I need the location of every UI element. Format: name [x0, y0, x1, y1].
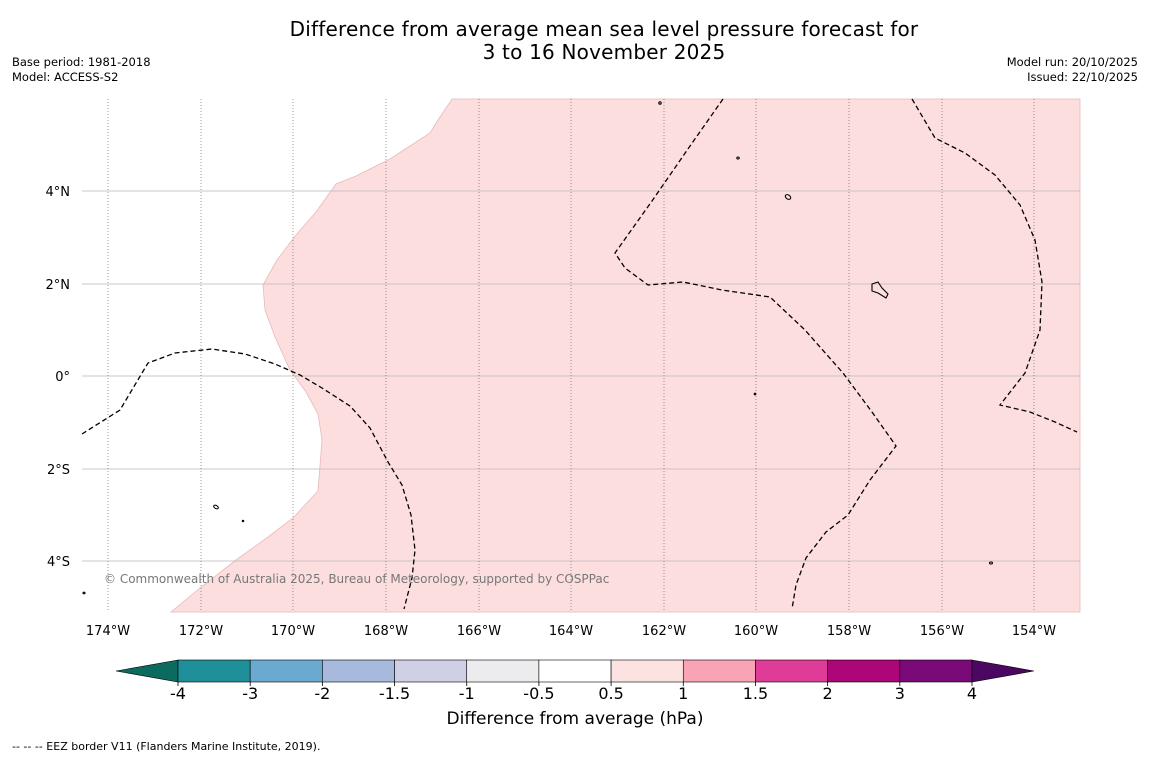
island-5 [753, 392, 757, 396]
issued-date: Issued: 22/10/2025 [1027, 70, 1138, 84]
colorbar-bin [538, 659, 612, 683]
colorbar-bin [755, 659, 828, 683]
colorbar-bin [322, 659, 395, 683]
colorbar-label: Difference from average (hPa) [446, 709, 704, 729]
title-line-1: Difference from average mean sea level p… [289, 17, 919, 41]
colorbar-tick-label: -1 [459, 684, 475, 703]
eez-border-west [81, 348, 416, 610]
colorbar-tick-label: -0.5 [523, 684, 554, 703]
colorbar-bin [610, 659, 684, 683]
lat-label-2s: 2°S [47, 463, 70, 478]
positive-anomaly-region [169, 98, 1081, 613]
base-period: Base period: 1981-2018 [12, 55, 151, 69]
model-run: Model run: 20/10/2025 [1006, 55, 1138, 69]
colorbar-bin [249, 659, 323, 683]
lon-label-170w: 170°W [271, 624, 315, 639]
longitude-labels: 174°W 172°W 170°W 168°W 166°W 164°W 162°… [86, 624, 1056, 639]
lon-label-160w: 160°W [734, 624, 778, 639]
lon-label-166w: 166°W [457, 624, 501, 639]
lat-label-equator: 0° [55, 370, 70, 385]
lon-label-158w: 158°W [827, 624, 871, 639]
colorbar-bin [177, 659, 251, 683]
island-1 [658, 101, 662, 105]
colorbar-bin [466, 659, 540, 683]
island-3 [784, 194, 792, 200]
eez-border-east [911, 98, 1078, 433]
island-2 [736, 156, 740, 160]
meta-left: Base period: 1981-2018 Model: ACCESS-S2 [12, 55, 151, 85]
copyright-credit: © Commonwealth of Australia 2025, Bureau… [104, 572, 610, 586]
lon-label-174w: 174°W [86, 624, 130, 639]
island-8 [988, 561, 994, 565]
lon-label-156w: 156°W [920, 624, 964, 639]
colorbar-tick-label: -3 [242, 684, 258, 703]
latitude-gridlines [82, 190, 1080, 562]
island-7 [241, 519, 245, 523]
eez-border-central [614, 98, 897, 610]
meta-right: Model run: 20/10/2025 Issued: 22/10/2025 [1007, 55, 1138, 85]
colorbar-tick-label: 2 [823, 684, 833, 703]
colorbar-extend-high [971, 659, 1035, 683]
lon-label-164w: 164°W [549, 624, 593, 639]
lon-label-172w: 172°W [179, 624, 223, 639]
islands [82, 101, 994, 595]
lon-label-168w: 168°W [364, 624, 408, 639]
colorbar-bin [394, 659, 468, 683]
lat-label-4s: 4°S [47, 555, 70, 570]
model-name: Model: ACCESS-S2 [12, 70, 119, 84]
title-line-2: 3 to 16 November 2025 [482, 40, 726, 64]
chart-title: Difference from average mean sea level p… [0, 18, 1150, 64]
colorbar-tick-label: -4 [170, 684, 186, 703]
colorbar-tick-label: 1 [678, 684, 688, 703]
colorbar-tick-label: 0.5 [598, 684, 623, 703]
colorbar-tick-label: -2 [314, 684, 330, 703]
eez-footnote: -- -- -- EEZ border V11 (Flanders Marine… [12, 740, 321, 753]
colorbar-extend-low [115, 659, 179, 683]
lon-label-162w: 162°W [642, 624, 686, 639]
colorbar-bin [682, 659, 756, 683]
lat-label-2n: 2°N [46, 278, 71, 293]
colorbar-tick-label: -1.5 [379, 684, 410, 703]
lat-label-4n: 4°N [46, 185, 71, 200]
colorbar: -4 -3 -2 -1.5 -1 -0.5 0.5 1 1.5 2 3 4 [115, 659, 1035, 703]
colorbar-bin [827, 659, 901, 683]
eez-borders [81, 98, 1078, 610]
latitude-labels: 4°N 2°N 0° 2°S 4°S [46, 185, 71, 570]
island-6 [213, 504, 219, 510]
colorbar-tick-label: 3 [895, 684, 905, 703]
colorbar-tick-label: 1.5 [743, 684, 768, 703]
island-4 [871, 281, 889, 299]
map-area [81, 98, 1081, 613]
colorbar-bin [899, 659, 973, 683]
lon-label-154w: 154°W [1012, 624, 1056, 639]
island-9 [82, 591, 86, 595]
colorbar-tick-label: 4 [967, 684, 977, 703]
